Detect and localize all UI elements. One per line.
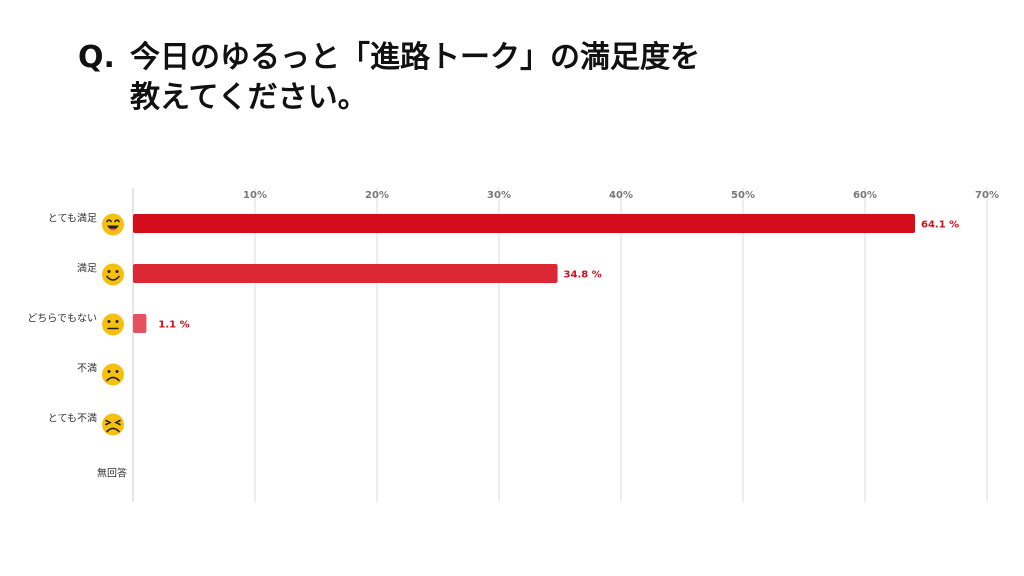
grid-lines [132, 188, 988, 502]
frowning-face-icon [102, 363, 124, 386]
category-icons [102, 213, 124, 436]
bar-chart: 10% 20% 30% 40% 50% 60% 70% とても満足満足どちらでもない不満とて… [27, 188, 999, 502]
x-tick-label: 60% [853, 190, 877, 201]
x-tick-label: 70% [975, 190, 999, 201]
bar [133, 264, 558, 283]
bar [133, 314, 147, 333]
bars [133, 214, 916, 333]
x-tick-label: 10% [243, 190, 267, 201]
smiling-face-icon [102, 263, 124, 286]
x-axis-ticks: 10% 20% 30% 40% 50% 60% 70% [243, 190, 999, 201]
question-text-2: 教えてください。 [130, 80, 368, 115]
category-label: 不満 [77, 363, 97, 375]
x-tick-label: 50% [731, 190, 755, 201]
category-label: どちらでもない [27, 313, 97, 325]
neutral-face-icon [102, 313, 124, 336]
question-text-1: 今日のゆるっと「進路トーク」の満足度を [130, 40, 700, 75]
x-tick-label: 20% [365, 190, 389, 201]
angry-face-icon [102, 413, 124, 436]
value-label: 34.8 % [564, 270, 602, 281]
x-tick-label: 30% [487, 190, 511, 201]
laughing-face-icon [102, 213, 124, 236]
value-label: 64.1 % [921, 220, 959, 231]
category-label: 無回答 [97, 467, 127, 480]
question-prefix: Q. [78, 40, 115, 75]
question-title: Q. 今日のゆるっと「進路トーク」の満足度を 教えてください。 [78, 38, 700, 118]
value-label: 1.1 % [158, 320, 189, 331]
category-label: とても満足 [48, 213, 97, 225]
question-line-1: Q. 今日のゆるっと「進路トーク」の満足度を [78, 38, 700, 78]
bar [133, 214, 916, 233]
category-label: とても不満 [48, 413, 97, 425]
data-labels: 64.1 % 34.8 % 1.1 % [158, 220, 959, 331]
category-label: 満足 [77, 263, 97, 275]
x-tick-label: 40% [609, 190, 633, 201]
